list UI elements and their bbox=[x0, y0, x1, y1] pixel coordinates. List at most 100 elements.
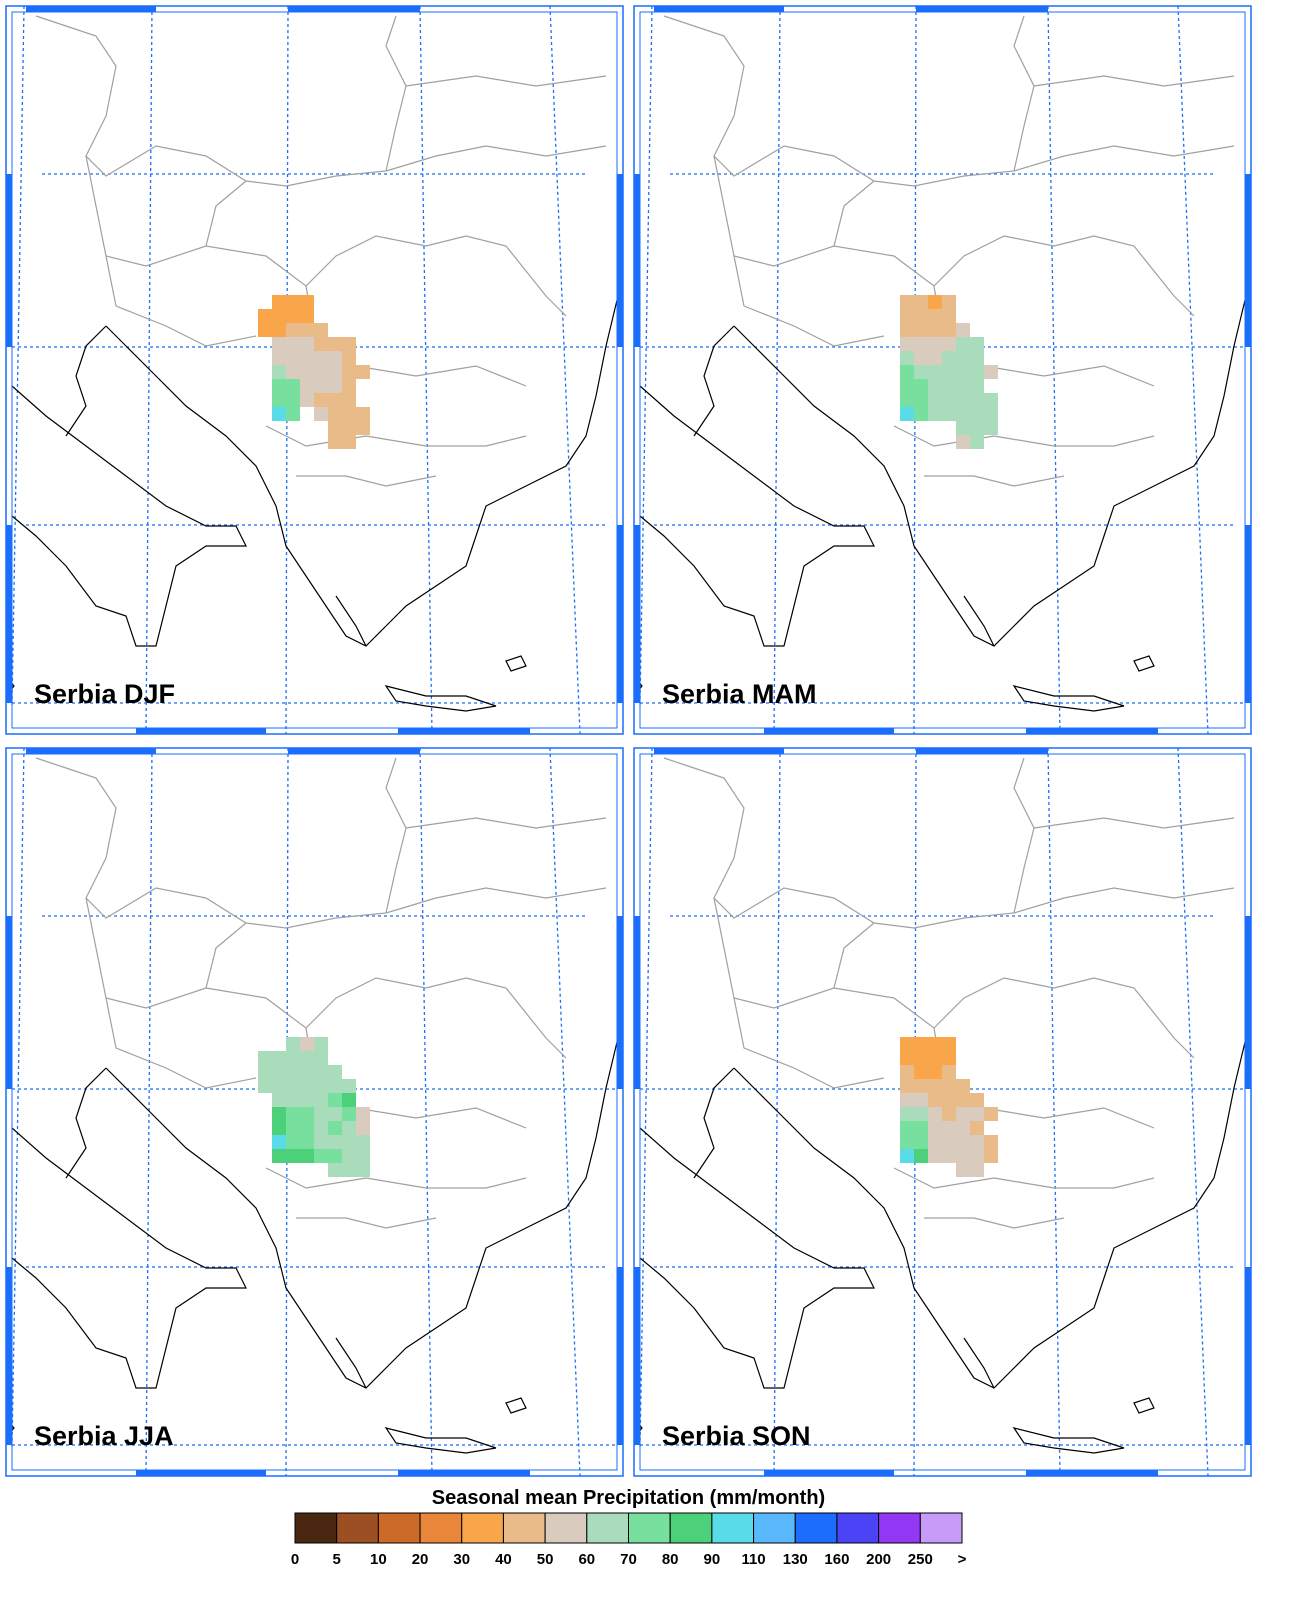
grid-cell bbox=[970, 393, 984, 407]
grid-cell bbox=[272, 407, 286, 421]
grid-cell bbox=[272, 379, 286, 393]
grid-cell bbox=[314, 1065, 328, 1079]
frame-bar bbox=[1245, 1267, 1251, 1445]
map-panel: Serbia DJF bbox=[5, 5, 624, 735]
frame-bar bbox=[916, 748, 1048, 754]
grid-cell bbox=[970, 421, 984, 435]
grid-cell bbox=[956, 351, 970, 365]
grid-cell bbox=[914, 1135, 928, 1149]
frame-bar bbox=[6, 525, 12, 703]
grid-cell bbox=[314, 1107, 328, 1121]
grid-cell bbox=[942, 1107, 956, 1121]
grid-cell bbox=[356, 1107, 370, 1121]
grid-cell bbox=[984, 421, 998, 435]
grid-cell bbox=[914, 1065, 928, 1079]
grid-cell bbox=[300, 1079, 314, 1093]
colorbar-label: 160 bbox=[824, 1551, 849, 1568]
grid-cell bbox=[970, 1163, 984, 1177]
grid-cell bbox=[914, 393, 928, 407]
grid-cell bbox=[328, 435, 342, 449]
colorbar-box bbox=[753, 1512, 796, 1544]
grid-cell bbox=[914, 1107, 928, 1121]
grid-cell bbox=[956, 365, 970, 379]
grid-cell bbox=[942, 1121, 956, 1135]
grid-cell bbox=[970, 365, 984, 379]
grid-cell bbox=[356, 1135, 370, 1149]
grid-cell bbox=[900, 1065, 914, 1079]
grid-cell bbox=[914, 337, 928, 351]
colorbar-box bbox=[544, 1512, 588, 1544]
grid-cell bbox=[356, 1149, 370, 1163]
grid-cell bbox=[956, 393, 970, 407]
grid-cell bbox=[272, 393, 286, 407]
frame-bar bbox=[136, 1470, 266, 1476]
grid-cell bbox=[356, 1163, 370, 1177]
frame-bar bbox=[617, 174, 623, 347]
grid-cell bbox=[970, 337, 984, 351]
frame-bar bbox=[617, 525, 623, 703]
grid-cell bbox=[342, 379, 356, 393]
grid-cell bbox=[900, 1121, 914, 1135]
frame-bar bbox=[764, 1470, 894, 1476]
colorbar-box bbox=[794, 1512, 838, 1544]
grid-cell bbox=[942, 379, 956, 393]
grid-cell bbox=[286, 1093, 300, 1107]
colorbar-label: 0 bbox=[291, 1551, 299, 1568]
grid-cell bbox=[300, 1107, 314, 1121]
grid-cell bbox=[914, 365, 928, 379]
grid-cell bbox=[942, 1093, 956, 1107]
grid-cell bbox=[258, 323, 272, 337]
grid-cell bbox=[342, 1079, 356, 1093]
grid-cell bbox=[956, 435, 970, 449]
grid-cell bbox=[300, 393, 314, 407]
panel-title: Serbia MAM bbox=[662, 679, 817, 709]
grid-cell bbox=[970, 379, 984, 393]
grid-cell bbox=[342, 407, 356, 421]
grid-cell bbox=[942, 1135, 956, 1149]
grid-cell bbox=[286, 365, 300, 379]
grid-cell bbox=[984, 1107, 998, 1121]
colorbar-box bbox=[294, 1512, 338, 1544]
frame-bar bbox=[288, 6, 420, 12]
colorbar-label: 200 bbox=[866, 1551, 891, 1568]
grid-cell bbox=[942, 365, 956, 379]
frame-bar bbox=[617, 1267, 623, 1445]
grid-cell bbox=[900, 365, 914, 379]
grid-cell bbox=[314, 337, 328, 351]
grid-cell bbox=[300, 365, 314, 379]
frame-bar bbox=[398, 1470, 530, 1476]
grid-cell bbox=[970, 1121, 984, 1135]
colorbar-box bbox=[336, 1512, 379, 1544]
frame-bar bbox=[764, 728, 894, 734]
grid-cell bbox=[286, 1107, 300, 1121]
colorbar-label: 90 bbox=[704, 1551, 721, 1568]
grid-cell bbox=[928, 1037, 942, 1051]
grid-cell bbox=[328, 337, 342, 351]
grid-cell bbox=[328, 407, 342, 421]
grid-cell bbox=[314, 1079, 328, 1093]
grid-cell bbox=[900, 323, 914, 337]
grid-cell bbox=[328, 351, 342, 365]
grid-cell bbox=[286, 1121, 300, 1135]
grid-cell bbox=[314, 1037, 328, 1051]
grid-cell bbox=[914, 1093, 928, 1107]
grid-cell bbox=[942, 407, 956, 421]
grid-cell bbox=[342, 1121, 356, 1135]
grid-cell bbox=[956, 323, 970, 337]
grid-cell bbox=[300, 309, 314, 323]
grid-cell bbox=[942, 323, 956, 337]
grid-cell bbox=[956, 1149, 970, 1163]
grid-cell bbox=[956, 337, 970, 351]
grid-cell bbox=[942, 337, 956, 351]
grid-cell bbox=[984, 365, 998, 379]
grid-cell bbox=[914, 295, 928, 309]
colorbar-label: 30 bbox=[453, 1551, 470, 1568]
grid-cell bbox=[300, 1037, 314, 1051]
grid-cell bbox=[900, 1079, 914, 1093]
grid-cell bbox=[272, 1051, 286, 1065]
grid-cell bbox=[272, 1065, 286, 1079]
colorbar-title: Seasonal mean Precipitation (mm/month) bbox=[432, 1487, 825, 1509]
grid-cell bbox=[314, 365, 328, 379]
frame-bar bbox=[1245, 174, 1251, 347]
